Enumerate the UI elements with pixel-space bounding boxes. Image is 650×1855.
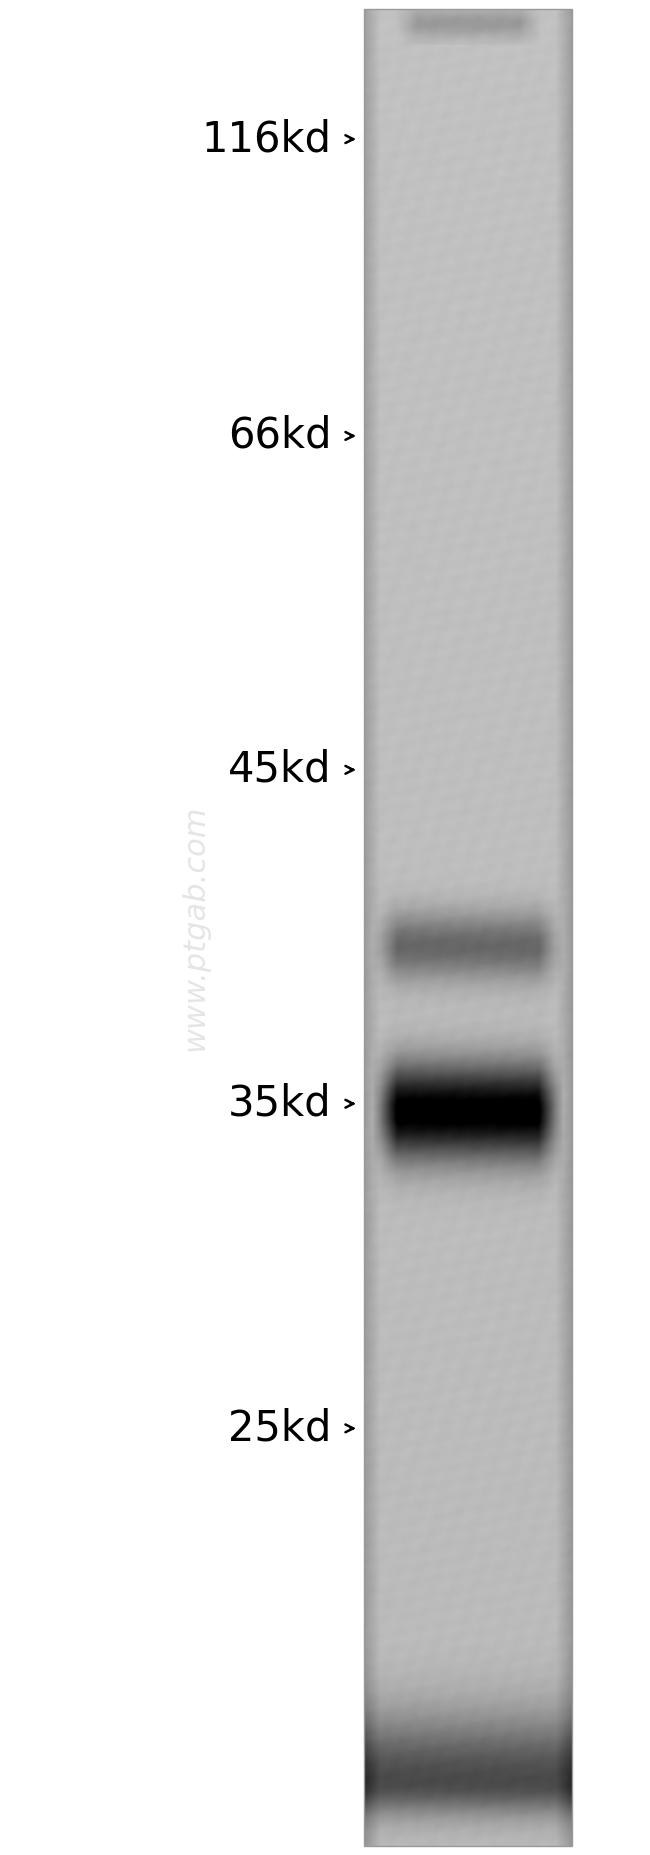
Text: 45kd: 45kd (228, 749, 332, 790)
Text: 35kd: 35kd (228, 1083, 332, 1124)
Text: www.ptgab.com: www.ptgab.com (181, 805, 209, 1050)
Text: 25kd: 25kd (228, 1408, 332, 1449)
Text: 116kd: 116kd (202, 119, 332, 160)
Text: 66kd: 66kd (228, 416, 332, 456)
Bar (364, 9, 572, 1846)
